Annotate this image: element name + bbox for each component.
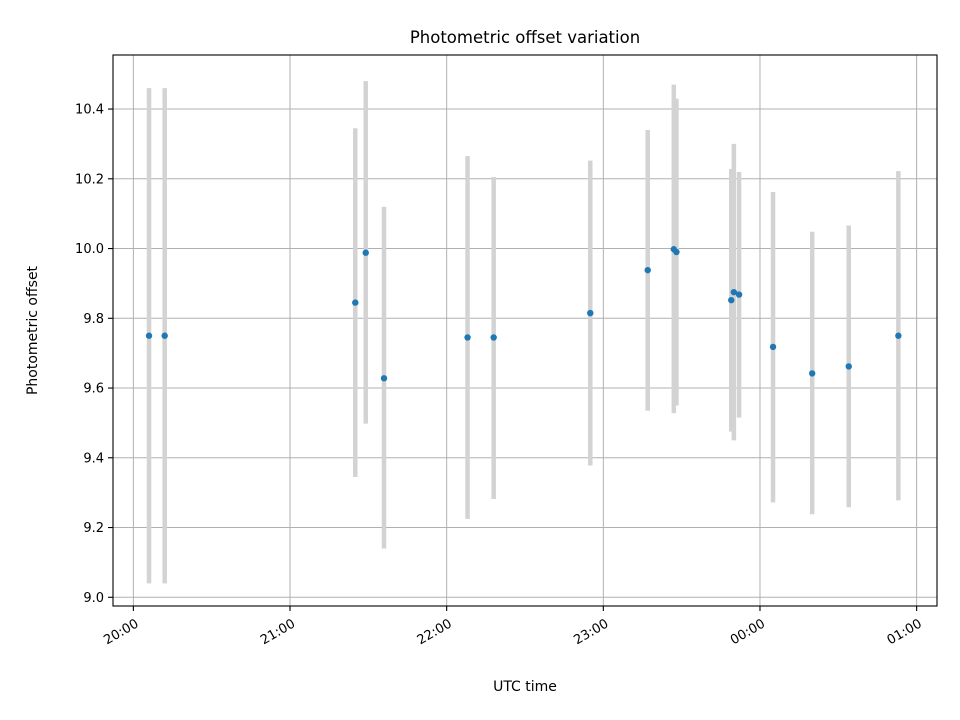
data-point <box>895 332 902 339</box>
data-point <box>728 296 735 304</box>
errorbar-layer <box>146 81 901 584</box>
x-tick-label: 20:00 <box>101 616 141 648</box>
x-tick-label: 01:00 <box>885 616 925 648</box>
data-point <box>644 266 651 274</box>
data-point <box>490 334 497 341</box>
x-axis-label: UTC time <box>493 679 557 695</box>
data-point <box>362 249 369 256</box>
y-tick-label: 9.0 <box>83 591 104 606</box>
y-tick-label: 9.6 <box>83 382 104 397</box>
data-point <box>673 248 680 256</box>
data-point <box>735 291 743 298</box>
data-point <box>352 299 359 306</box>
x-tick-label: 23:00 <box>571 616 611 648</box>
y-tick-label: 10.0 <box>75 242 104 257</box>
data-point <box>161 332 168 339</box>
data-point <box>587 309 594 317</box>
y-tick-label: 9.2 <box>83 521 104 536</box>
x-tick-label: 00:00 <box>728 616 768 648</box>
x-tick-label: 21:00 <box>258 616 298 648</box>
data-point <box>808 370 816 377</box>
x-tick-label: 22:00 <box>415 616 455 648</box>
y-axis-label: Photometric offset <box>25 265 41 395</box>
data-point <box>464 334 471 341</box>
data-point <box>380 375 388 382</box>
y-tick-label: 10.4 <box>75 103 104 118</box>
data-point <box>730 288 738 296</box>
data-point <box>845 363 852 370</box>
tick-layer: 20:00 21:00 22:00 23:00 00:00 01:00 9.0 9.2 9.4 9… <box>75 103 925 649</box>
point-layer <box>145 246 902 382</box>
data-point <box>145 332 153 339</box>
data-point <box>769 343 777 351</box>
y-tick-label: 9.8 <box>83 312 104 327</box>
grid-layer <box>113 55 937 606</box>
y-tick-label: 9.4 <box>83 451 104 466</box>
y-tick-label: 10.2 <box>75 172 104 187</box>
chart-title: Photometric offset variation <box>410 28 640 47</box>
plot-frame <box>112 54 938 607</box>
